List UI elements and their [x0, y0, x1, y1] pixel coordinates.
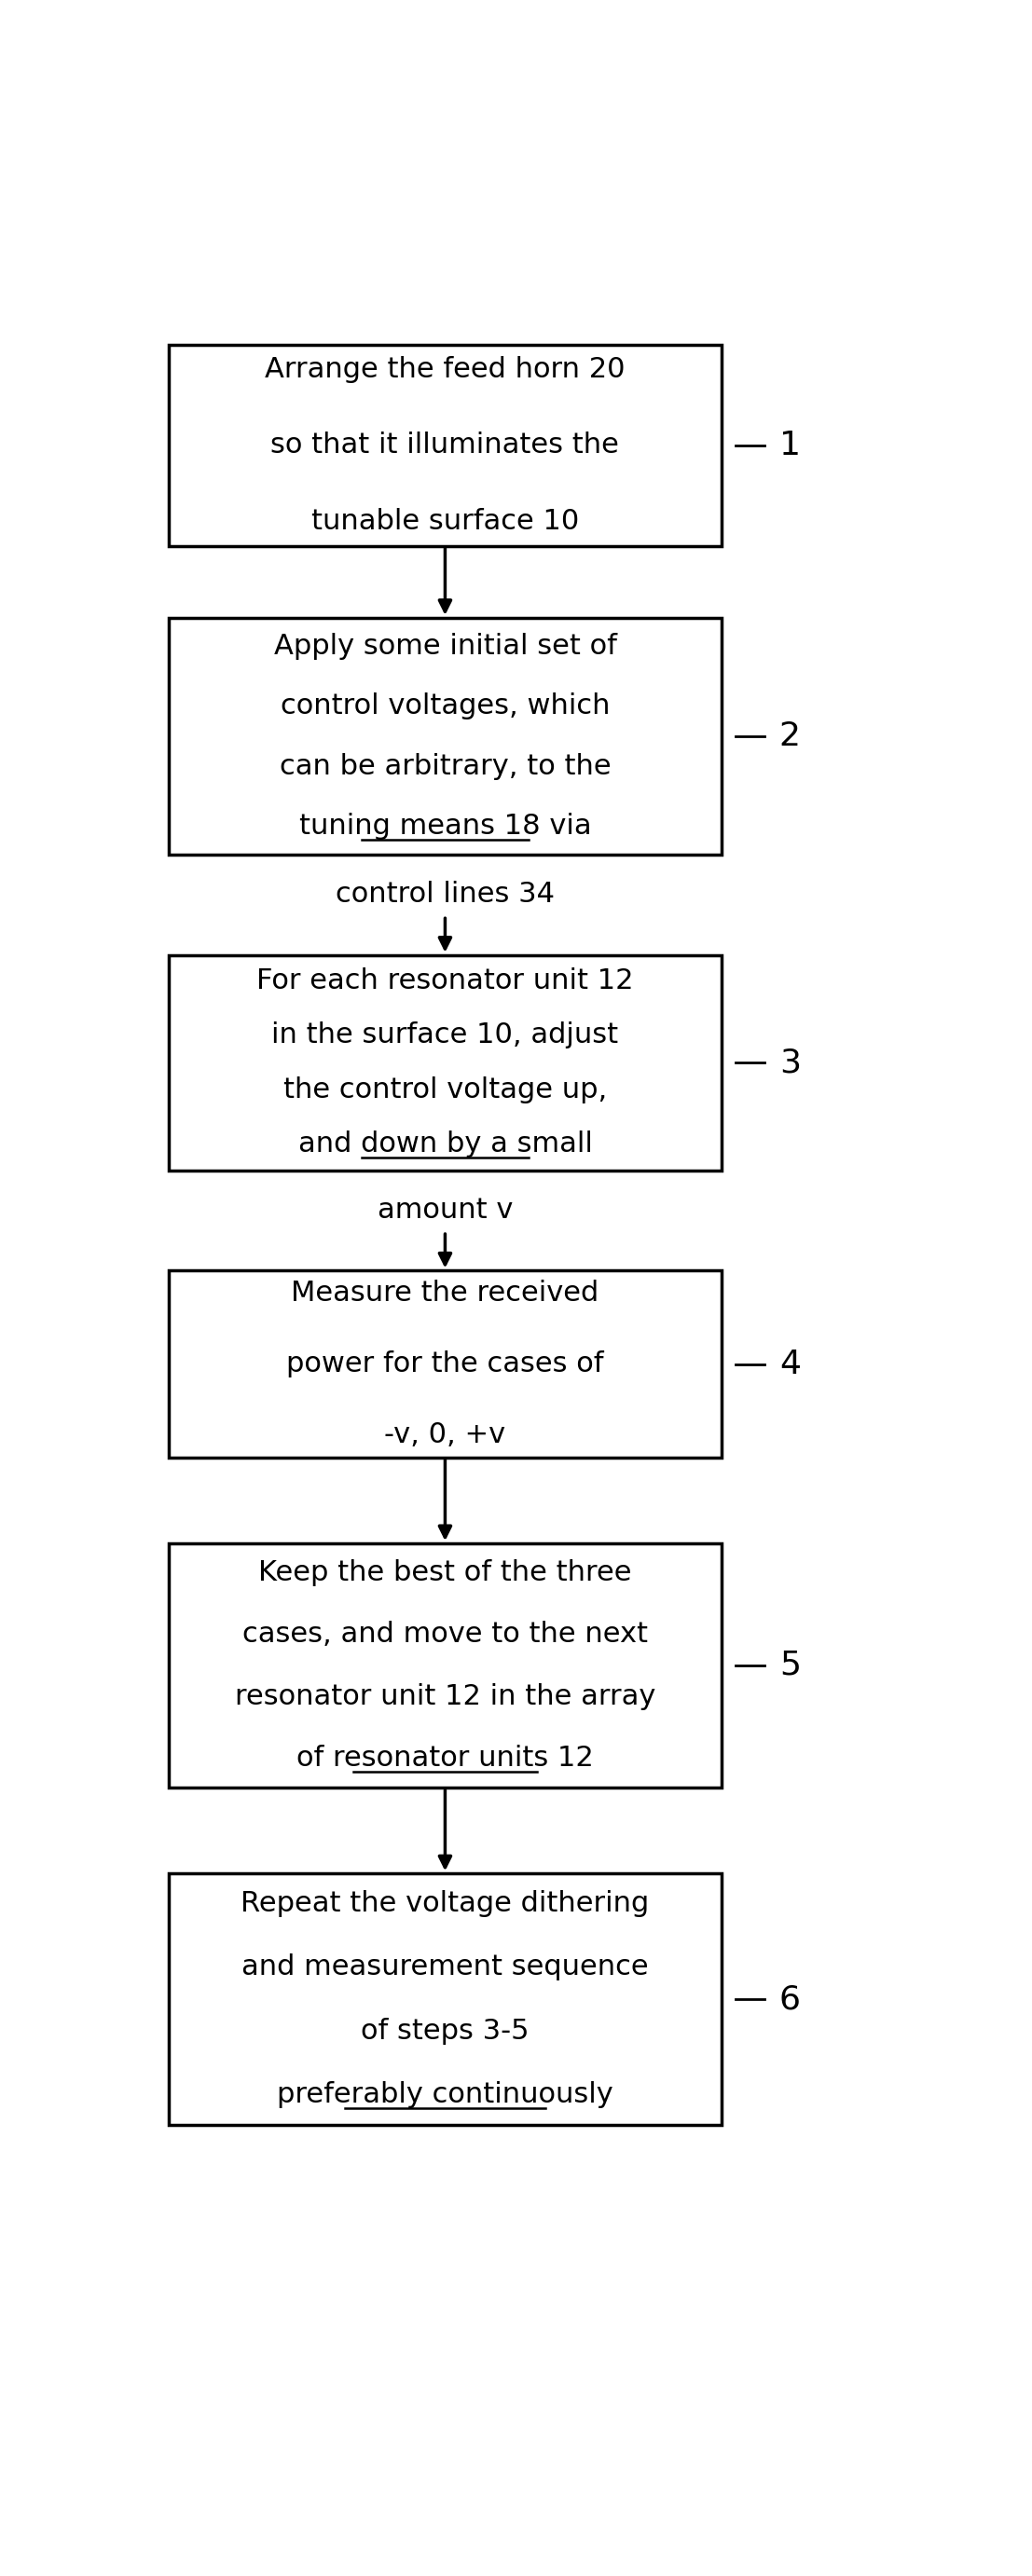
Text: tunable surface 10: tunable surface 10 [312, 507, 579, 536]
Text: of resonator units 12: of resonator units 12 [296, 1744, 593, 1772]
Text: resonator unit 12 in the array: resonator unit 12 in the array [234, 1682, 655, 1710]
Text: -v, 0, +v: -v, 0, +v [385, 1422, 506, 1448]
Bar [169, 1270, 721, 1458]
Bar [169, 956, 721, 1170]
Text: For each resonator unit 12: For each resonator unit 12 [257, 969, 634, 994]
Text: control voltages, which: control voltages, which [281, 693, 610, 719]
Text: control lines 34: control lines 34 [335, 881, 554, 907]
Text: cases, and move to the next: cases, and move to the next [243, 1620, 648, 1649]
Bar [169, 1543, 721, 1788]
Text: 6: 6 [779, 1984, 801, 2014]
Text: Apply some initial set of: Apply some initial set of [273, 634, 616, 659]
Text: 1: 1 [779, 430, 801, 461]
Bar [169, 1873, 721, 2125]
Text: preferably continuously: preferably continuously [277, 2081, 613, 2107]
Text: tuning means 18 via: tuning means 18 via [299, 811, 591, 840]
Text: 3: 3 [779, 1046, 801, 1079]
Text: of steps 3-5: of steps 3-5 [361, 2017, 529, 2045]
Text: can be arbitrary, to the: can be arbitrary, to the [280, 752, 611, 781]
Text: the control voltage up,: the control voltage up, [283, 1077, 607, 1103]
Text: amount v: amount v [378, 1195, 513, 1224]
Text: 4: 4 [779, 1347, 801, 1381]
Text: and measurement sequence: and measurement sequence [241, 1953, 649, 1981]
Text: in the surface 10, adjust: in the surface 10, adjust [271, 1023, 618, 1048]
Bar [169, 345, 721, 546]
Text: Repeat the voltage dithering: Repeat the voltage dithering [240, 1891, 649, 1917]
Text: and down by a small: and down by a small [298, 1131, 592, 1159]
Text: Measure the received: Measure the received [291, 1280, 599, 1306]
Text: Keep the best of the three: Keep the best of the three [258, 1558, 632, 1587]
Text: Arrange the feed horn 20: Arrange the feed horn 20 [265, 355, 625, 384]
Text: 5: 5 [779, 1649, 801, 1682]
Bar [169, 618, 721, 855]
Text: power for the cases of: power for the cases of [286, 1350, 604, 1378]
Text: 2: 2 [779, 721, 801, 752]
Text: so that it illuminates the: so that it illuminates the [270, 433, 619, 459]
